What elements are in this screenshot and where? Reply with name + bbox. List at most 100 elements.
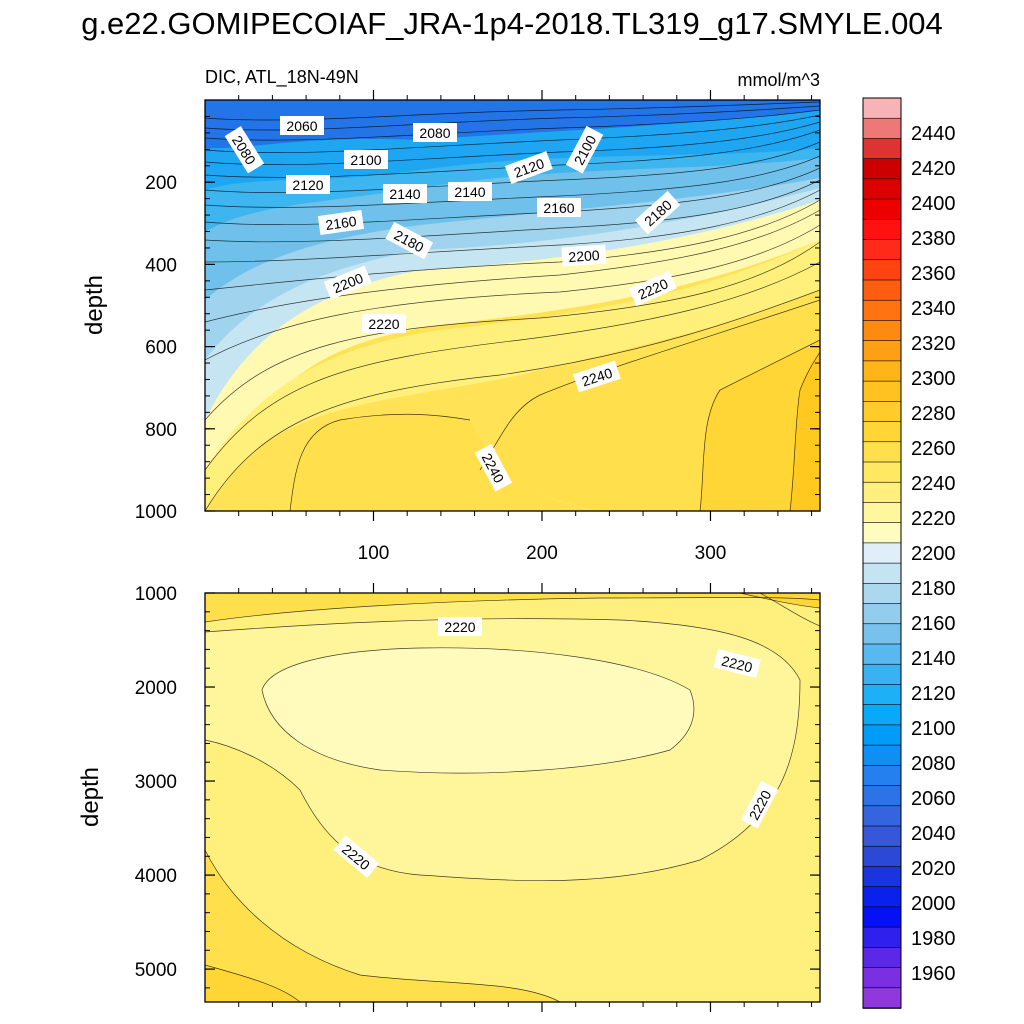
colorbar-bin — [862, 401, 902, 423]
colorbar-label: 2280 — [911, 403, 956, 425]
y-tick-label: 1000 — [135, 502, 177, 523]
upper-contour-label: 2220 — [368, 316, 399, 332]
colorbar-bin — [862, 785, 902, 807]
colorbar-bin — [862, 340, 902, 362]
colorbar-bin — [862, 461, 902, 484]
colorbar-label: 2260 — [911, 438, 956, 460]
lower-contour-label: 2220 — [444, 619, 475, 635]
upper-contour-label: 2080 — [419, 125, 450, 141]
colorbar-bin — [862, 684, 902, 706]
colorbar-label: 2020 — [911, 858, 956, 880]
colorbar-label: 2100 — [911, 718, 956, 740]
lower-plot-frame — [204, 592, 821, 1003]
colorbar-bin — [862, 542, 902, 564]
lower-axes: 1000 2000 3000 4000 5000 — [135, 583, 820, 1012]
upper-left-label: DIC, ATL_18N-49N — [205, 67, 359, 88]
figure-title: g.e22.GOMIPECOIAF_JRA-1p4-2018.TL319_g17… — [81, 6, 943, 41]
lower-contour-labels: 2220 2220 2220 2220 — [333, 617, 779, 879]
upper-contour-label: 2060 — [286, 118, 317, 134]
colorbar-bin — [862, 845, 902, 868]
colorbar-label: 2080 — [911, 753, 956, 775]
upper-contour-label: 2160 — [543, 200, 574, 216]
colorbar-label: 2160 — [911, 613, 956, 635]
colorbar-bin — [862, 522, 902, 544]
colorbar-bin — [862, 603, 902, 625]
upper-contour-label: 2120 — [292, 177, 323, 193]
colorbar-label: 2300 — [911, 368, 956, 390]
lower-contour-field — [205, 593, 820, 1002]
colorbar-bins — [862, 97, 902, 1009]
colorbar-frame — [862, 97, 902, 1009]
colorbar-bin — [862, 158, 902, 180]
colorbar-bin — [862, 117, 902, 140]
colorbar-label: 2220 — [911, 508, 956, 530]
colorbar-bin — [862, 239, 902, 261]
colorbar-bin — [862, 744, 902, 767]
colorbar-label: 2120 — [911, 683, 956, 705]
y-tick-label: 4000 — [135, 866, 177, 887]
colorbar-bin — [862, 765, 902, 787]
colorbar-bin — [862, 623, 902, 645]
colorbar-bin — [862, 97, 902, 120]
y-tick-label: 600 — [145, 338, 177, 359]
colorbar-label: 2040 — [911, 823, 956, 845]
lower-contour-label: 2220 — [720, 652, 754, 675]
colorbar-bin — [862, 481, 902, 504]
upper-plot-frame — [204, 99, 821, 512]
y-tick-label: 200 — [145, 173, 177, 194]
y-tick-label: 800 — [145, 420, 177, 441]
y-tick-label: 5000 — [135, 960, 177, 981]
colorbar-bin — [862, 299, 902, 322]
colorbar-bin — [862, 259, 902, 281]
y-tick-label: 2000 — [135, 678, 177, 699]
upper-contour-labels: 2060 2080 2080 2100 2100 2120 2120 2140 … — [224, 116, 681, 492]
x-tick-label: 300 — [695, 543, 727, 564]
colorbar-label: 1960 — [911, 963, 956, 985]
colorbar-bin — [862, 886, 902, 908]
colorbar-label: 2360 — [911, 263, 956, 285]
colorbar-bin — [862, 380, 902, 403]
colorbar-bin — [862, 643, 902, 666]
upper-contour-label: 2200 — [568, 247, 600, 265]
colorbar-bin — [862, 704, 902, 726]
colorbar-label: 1980 — [911, 928, 956, 950]
colorbar-label: 2180 — [911, 578, 956, 600]
colorbar-bin — [862, 279, 902, 302]
colorbar-bin — [862, 138, 902, 160]
colorbar-label: 2320 — [911, 333, 956, 355]
colorbar-bin — [862, 360, 902, 382]
y-tick-label: 3000 — [135, 772, 177, 793]
colorbar-label: 2240 — [911, 473, 956, 495]
colorbar-bin — [862, 502, 902, 524]
colorbar-bin — [862, 906, 902, 928]
colorbar-label: 2340 — [911, 298, 956, 320]
colorbar-label: 2400 — [911, 193, 956, 215]
colorbar-bin — [862, 805, 902, 827]
colorbar-bin — [862, 441, 902, 463]
colorbar-labels: 2440 2420 2400 2380 2360 2340 2320 2300 2280 2260… — [911, 123, 956, 985]
upper-panel: 2060 2080 2080 2100 2100 2120 2120 2140 … — [81, 67, 821, 564]
colorbar-bin — [862, 583, 902, 605]
upper-contour-label: 2100 — [350, 152, 381, 168]
upper-contour-label: 2140 — [389, 186, 420, 202]
colorbar-label: 2200 — [911, 543, 956, 565]
x-tick-label: 100 — [358, 543, 390, 564]
lower-panel: 2220 2220 2220 2220 depth 1000 2000 3000 40… — [77, 583, 821, 1012]
colorbar-bin — [862, 866, 902, 888]
colorbar-bin — [862, 724, 902, 746]
colorbar-label: 2060 — [911, 788, 956, 810]
upper-axes: 200 400 600 800 1000 100 200 300 — [135, 90, 820, 564]
y-tick-label: 400 — [145, 255, 177, 276]
upper-right-label: mmol/m^3 — [738, 70, 820, 90]
colorbar-bin — [862, 421, 902, 443]
colorbar-bin — [862, 320, 902, 342]
colorbar-bin — [862, 562, 902, 585]
colorbar-label: 2420 — [911, 158, 956, 180]
y-tick-label: 1000 — [135, 584, 177, 605]
colorbar-label: 2000 — [911, 893, 956, 915]
colorbar-label: 2140 — [911, 648, 956, 670]
colorbar-bin — [862, 987, 902, 1009]
colorbar-bin — [862, 926, 902, 949]
upper-contour-label: 2140 — [454, 184, 485, 200]
